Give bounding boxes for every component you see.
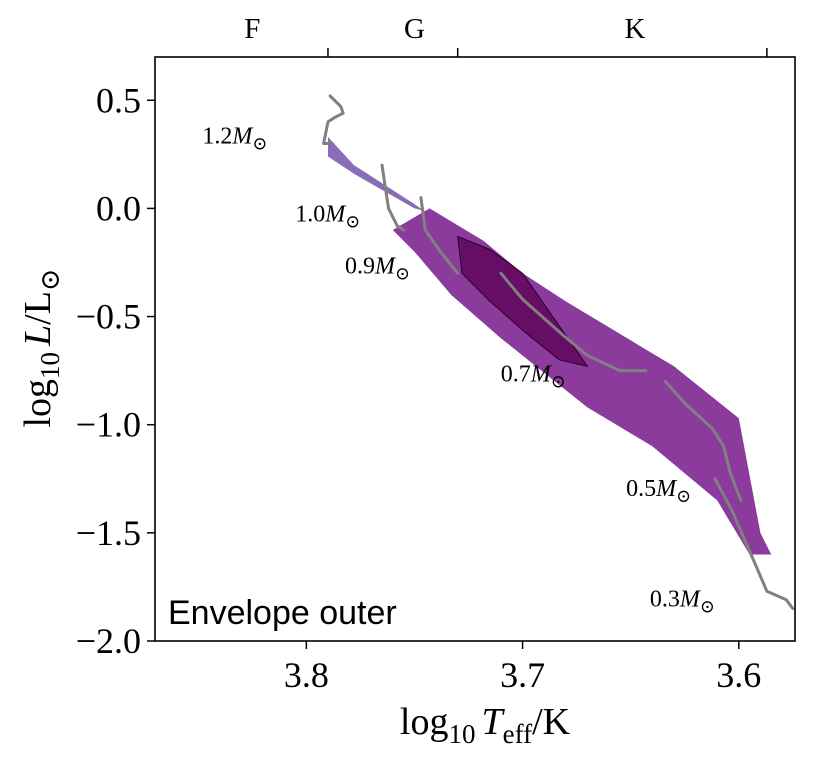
axis-ticks: 3.8 3.7 3.6 0.5 0.0 −0.5 −1.0 −1.5 −2.0 xyxy=(76,80,762,695)
mass-label-0_9: 0.9M⊙ xyxy=(345,253,410,283)
y-tick-label: −2.0 xyxy=(76,621,141,661)
mass-label-1_2: 1.2M⊙ xyxy=(202,124,267,154)
envelope-region-1 xyxy=(392,208,772,555)
y-axis-label: log10 L/L⊙ xyxy=(17,268,65,427)
spectral-class-label: G xyxy=(404,13,425,45)
mass-labels: 1.2M⊙ 1.0M⊙ 0.9M⊙ 0.7M⊙ 0.5M⊙ 0.3M⊙ xyxy=(202,124,715,617)
mass-label-0_3: 0.3M⊙ xyxy=(650,586,715,616)
x-label-unit: /K xyxy=(532,701,571,743)
x-label-sub: 10 xyxy=(448,719,475,749)
mass-label-1_0: 1.0M⊙ xyxy=(295,201,360,231)
mass-track-0_7 xyxy=(499,271,648,373)
mass-track-0_9 xyxy=(419,196,460,275)
annotation-text: Envelope outer xyxy=(168,594,397,632)
mass-tracks xyxy=(322,94,795,611)
mass-track-0_5 xyxy=(663,379,743,502)
y-tick-label: 0.0 xyxy=(96,188,141,228)
x-tick-label: 3.6 xyxy=(716,655,761,695)
mass-track-0_3 xyxy=(713,477,795,611)
y-label-sub: 10 xyxy=(35,352,65,379)
y-tick-label: −0.5 xyxy=(76,297,141,337)
envelope-region-2 xyxy=(457,235,589,368)
mass-track-1_2 xyxy=(322,94,345,145)
plot-frame xyxy=(154,56,796,642)
mass-label-0_7: 0.7M⊙ xyxy=(501,361,566,391)
spectral-class-label: K xyxy=(625,13,646,45)
x-label-base: log xyxy=(400,701,449,743)
mass-label-0_5: 0.5M⊙ xyxy=(626,476,691,506)
y-label-unit: /L xyxy=(17,291,59,325)
spectral-class-label: F xyxy=(244,13,260,45)
y-label-base: log xyxy=(17,379,59,428)
envelope-regions xyxy=(328,137,772,555)
y-tick-label: −1.5 xyxy=(76,513,141,553)
x-label-varsub: eff xyxy=(503,719,532,749)
y-label-var: L xyxy=(17,325,59,347)
x-label-var: T xyxy=(481,701,505,743)
y-tick-label: −1.0 xyxy=(76,405,141,445)
x-tick-label: 3.7 xyxy=(500,655,545,695)
y-label-sun: ⊙ xyxy=(35,268,65,291)
y-tick-label: 0.5 xyxy=(96,80,141,120)
mass-track-1_0 xyxy=(380,163,406,232)
x-tick-label: 3.8 xyxy=(284,655,329,695)
x-axis-label: log10 Teff/K xyxy=(400,701,571,749)
